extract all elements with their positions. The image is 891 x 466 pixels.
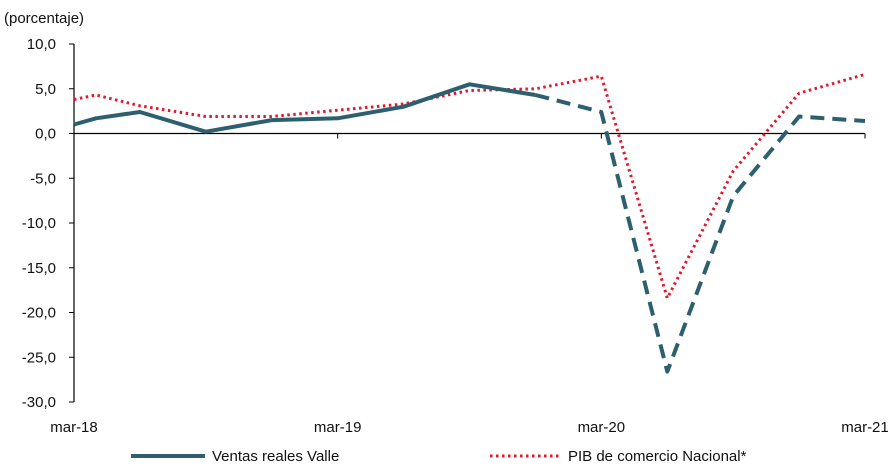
y-tick-label: -15,0	[22, 260, 56, 277]
series-line-pib-comercio-nacional	[73, 72, 866, 300]
y-tick-labels: 10,0 5,0 0,0 -5,0 -10,0 -15,0 -20,0 -25,0 -30,0	[22, 36, 56, 411]
y-tick-label: 0,0	[35, 126, 56, 143]
x-tick-labels: mar-18 mar-19 mar-20 mar-21	[50, 419, 889, 436]
x-tick-label: mar-21	[841, 419, 889, 436]
series-line-ventas-reales-valle-solid	[73, 82, 536, 134]
y-tick-label: 5,0	[35, 81, 56, 98]
legend: Ventas reales Valle PIB de comercio Nacio…	[131, 448, 747, 465]
series-line-ventas-reales-valle-dashed	[534, 93, 866, 374]
y-tick-label: -30,0	[22, 394, 56, 411]
legend-label-ventas-reales-valle: Ventas reales Valle	[212, 448, 339, 465]
series-layer	[73, 72, 866, 374]
legend-label-pib-comercio-nacional: PIB de comercio Nacional*	[568, 448, 747, 465]
axes	[69, 43, 866, 403]
x-tick-label: mar-20	[578, 419, 626, 436]
y-unit-label: (porcentaje)	[4, 10, 84, 27]
y-tick-label: -5,0	[30, 170, 56, 187]
y-tick-label: -10,0	[22, 215, 56, 232]
y-tick-label: 10,0	[27, 36, 56, 53]
y-tick-label: -25,0	[22, 349, 56, 366]
x-tick-label: mar-19	[314, 419, 362, 436]
x-tick-label: mar-18	[50, 419, 98, 436]
y-tick-label: -20,0	[22, 305, 56, 322]
